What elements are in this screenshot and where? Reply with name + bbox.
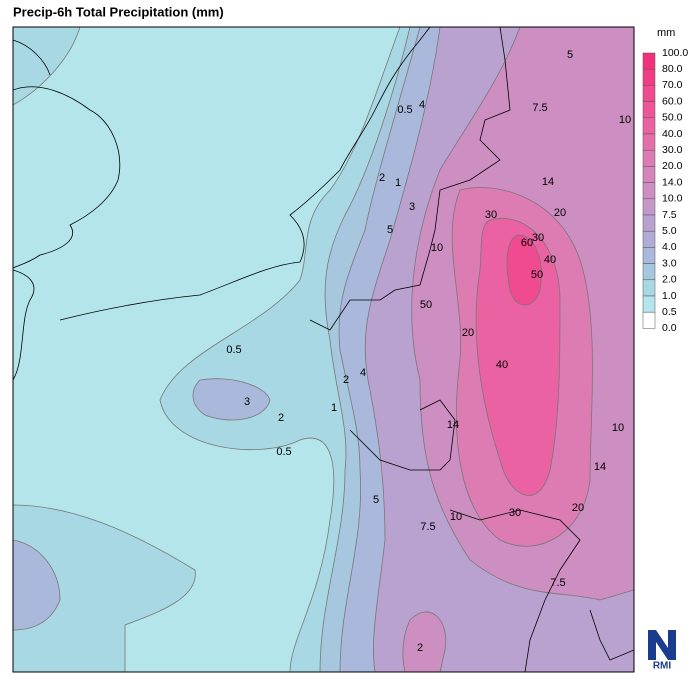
contour-label: 2 — [343, 374, 349, 386]
contour-label: 10 — [450, 511, 462, 523]
colorbar-box — [642, 85, 656, 102]
colorbar-unit: mm — [657, 27, 675, 39]
colorbar-label: 4.0 — [662, 241, 677, 253]
colorbar-box — [642, 182, 656, 200]
colorbar-label: 30.0 — [662, 144, 683, 156]
colorbar-label: 100.0 — [662, 47, 688, 59]
contour-label: 30 — [509, 507, 521, 519]
colorbar-box — [642, 263, 656, 281]
colorbar-label: 20.0 — [662, 160, 683, 172]
contour-label: 7.5 — [532, 102, 547, 114]
title: Precip-6h Total Precipitation (mm) — [13, 4, 224, 19]
contour-label: 4 — [360, 367, 366, 379]
contour-region — [13, 27, 81, 106]
colorbar-label: 0.5 — [662, 306, 677, 318]
contour-label: 40 — [544, 254, 556, 266]
colorbar-box — [642, 247, 656, 264]
colorbar-box — [642, 166, 656, 183]
colorbar-box — [642, 214, 656, 232]
colorbar-label: 80.0 — [662, 63, 683, 75]
logo-text: RMI — [653, 661, 672, 672]
contour-region — [506, 234, 542, 306]
contour-label: 10 — [431, 242, 443, 254]
coast-continent — [59, 27, 431, 321]
colorbar-box — [642, 311, 656, 329]
contour-label: 20 — [554, 207, 566, 219]
colorbar-label: 60.0 — [662, 95, 683, 107]
colorbar-label: 7.5 — [662, 209, 677, 221]
contour-label: 50 — [420, 299, 432, 311]
colorbar-label: 0.0 — [662, 322, 677, 334]
colorbar-label: 14.0 — [662, 176, 683, 188]
contour-label: 40 — [496, 359, 508, 371]
colorbar-box — [642, 101, 656, 119]
colorbar-box — [642, 295, 656, 313]
contour-label: 14 — [594, 461, 606, 473]
colorbar-box — [642, 117, 656, 135]
contour-label: 5 — [387, 224, 393, 236]
colorbar-label: 50.0 — [662, 112, 683, 124]
colorbar-box — [642, 52, 656, 70]
contour-label: 20 — [572, 502, 584, 514]
colorbar-label: 5.0 — [662, 225, 677, 237]
contour-label: 5 — [373, 494, 379, 506]
contour-region — [13, 504, 196, 672]
contour-region — [192, 378, 271, 421]
colorbar-box — [642, 149, 656, 167]
colorbar-label: 70.0 — [662, 79, 683, 91]
coast-france-west — [13, 269, 35, 381]
contour-region — [402, 611, 447, 672]
colorbar-label: 3.0 — [662, 257, 677, 269]
contour-label: 1 — [331, 402, 337, 414]
colorbar-box — [642, 279, 656, 297]
contour-label: 50 — [531, 269, 543, 281]
contour-label: 7.5 — [550, 577, 565, 589]
contour-label: 2 — [278, 412, 284, 424]
coast-england — [13, 86, 121, 269]
contour-label: 30 — [485, 209, 497, 221]
colorbar: 100.0 80.0 70.0 60.0 50.0 40.0 30.0 20.0 14.0 10.… — [642, 47, 688, 334]
contour-label: 7.5 — [420, 521, 435, 533]
contour-label: 4 — [419, 99, 425, 111]
contour-label: 2 — [417, 642, 423, 654]
contour-label: 0.5 — [226, 344, 241, 356]
coast-england-north — [13, 39, 51, 76]
colorbar-box — [642, 198, 656, 216]
contour-label: 0.5 — [276, 446, 291, 458]
colorbar-label: 10.0 — [662, 193, 683, 205]
contour-label: 10 — [612, 422, 624, 434]
contour-label: 2 — [379, 172, 385, 184]
border-switzerland — [589, 609, 634, 661]
contour-label: 3 — [244, 396, 250, 408]
colorbar-label: 40.0 — [662, 128, 683, 140]
border-belgium — [309, 229, 436, 331]
coastlines — [13, 27, 634, 672]
colorbar-box — [642, 68, 656, 86]
contour-label: 0.5 — [397, 104, 412, 116]
contour-label: 60 — [521, 237, 533, 249]
contour-label: 14 — [447, 419, 459, 431]
colorbar-box — [642, 133, 656, 151]
colorbar-box — [642, 230, 656, 248]
colorbar-label: 1.0 — [662, 290, 677, 302]
contour-label: 14 — [542, 176, 554, 188]
border-france-germany — [449, 509, 581, 672]
contour-label: 20 — [462, 327, 474, 339]
colorbar-label: 2.0 — [662, 274, 677, 286]
border-luxembourg — [349, 399, 456, 471]
border-netherlands-germany — [434, 27, 511, 231]
contour-label: 5 — [567, 49, 573, 61]
contour-label: 30 — [532, 232, 544, 244]
logo-mark — [648, 630, 676, 660]
contour-label: 1 — [395, 177, 401, 189]
contour-region — [13, 539, 61, 631]
contour-label: 3 — [409, 201, 415, 213]
contour-label: 10 — [619, 114, 631, 126]
map-frame — [12, 26, 635, 673]
